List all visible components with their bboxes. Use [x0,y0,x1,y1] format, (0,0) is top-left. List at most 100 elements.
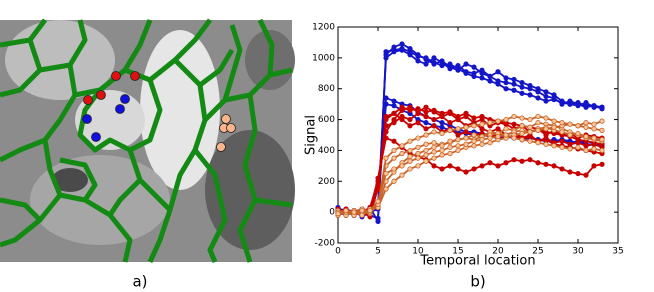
x-tick-label: 10 [412,247,424,257]
peach-point [216,142,226,152]
series-point [439,147,445,154]
series-point [535,120,541,126]
series-point [535,95,541,101]
series-point [431,155,437,161]
series-point [415,155,421,161]
series-point [567,146,573,152]
y-axis-label: Signal [304,115,319,155]
series-line [337,120,603,217]
series-point [503,86,509,92]
series-point [479,137,485,143]
series-point [495,118,501,124]
series-point [447,127,453,133]
series-point [391,98,397,104]
series-point [487,135,493,141]
series-point [591,146,597,152]
series-point [415,58,421,64]
point-markers [82,71,236,152]
y-tick-label: 600 [318,115,335,125]
series-point [431,123,437,129]
series-point [583,100,589,106]
series-point [479,75,485,81]
series-point [375,184,381,191]
series-point [343,208,349,214]
series-point [423,158,429,164]
series-point [567,101,573,107]
series-point [455,126,461,132]
series-point [527,124,533,130]
series-point [495,133,501,140]
series-point [455,147,461,154]
x-tick-label: 35 [612,247,623,257]
series-point [551,96,557,103]
series-point [407,166,413,172]
series-point [583,133,589,140]
series-point [455,137,461,143]
series-point [447,109,453,115]
series-point [439,110,445,117]
series-point [511,121,517,127]
series-point [495,126,501,132]
series-point [487,160,493,166]
series-point [575,144,581,150]
blue-point [82,114,92,124]
series-point [391,155,397,161]
series-point [543,137,549,143]
series-point [559,166,565,172]
series-point [431,59,437,66]
series-point [559,120,565,126]
series-point [519,137,525,143]
series-point [543,161,549,167]
series-point [511,135,517,141]
series-point [591,163,597,169]
series-point [583,143,589,149]
series-point [375,198,381,204]
series-point [399,45,405,52]
series-point [423,113,429,120]
series-point [399,143,405,149]
series-point [479,163,485,169]
blue-point [115,104,125,114]
series-point [535,140,541,146]
series-point [383,49,389,55]
plot-frame [337,26,619,244]
series-point [423,147,429,154]
series-point [543,93,549,100]
series-point [407,158,413,164]
series-point [543,141,549,147]
series-point [439,120,445,126]
series-point [567,132,573,138]
series-point [535,160,541,166]
series-point [599,137,605,143]
series-line [337,134,603,217]
series-point [479,113,485,120]
series-point [463,135,469,141]
series-point [471,138,477,144]
series-line [337,47,602,225]
series-point [399,104,405,110]
series-point [415,110,421,117]
series-point [415,150,421,157]
series-point [463,61,469,67]
series-point [519,115,525,121]
series-point [479,67,485,73]
series-point [383,170,389,177]
y-tick-label: 1000 [312,53,335,63]
series-point [487,78,493,84]
series-point [535,89,541,95]
series-point [575,137,581,143]
series-point [447,150,453,157]
series-point [503,126,509,132]
series-point [415,135,421,141]
series-point [535,113,541,120]
series-point [543,98,549,104]
series-point [407,107,413,113]
series-point [423,132,429,138]
series-point [551,124,557,130]
series-point [415,163,421,169]
series-point [391,178,397,184]
series-point [407,138,413,144]
series-point [431,129,437,135]
series-point [519,130,525,137]
series-point [415,53,421,59]
